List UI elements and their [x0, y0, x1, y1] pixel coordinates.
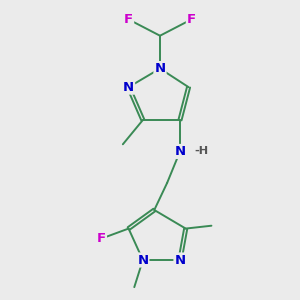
- Text: N: N: [174, 145, 186, 158]
- Text: F: F: [97, 232, 106, 245]
- Text: F: F: [124, 13, 133, 26]
- Text: N: N: [123, 81, 134, 94]
- Text: N: N: [137, 254, 148, 266]
- Text: -H: -H: [195, 146, 209, 156]
- Text: F: F: [187, 13, 196, 26]
- Text: N: N: [174, 254, 186, 266]
- Text: N: N: [154, 62, 166, 75]
